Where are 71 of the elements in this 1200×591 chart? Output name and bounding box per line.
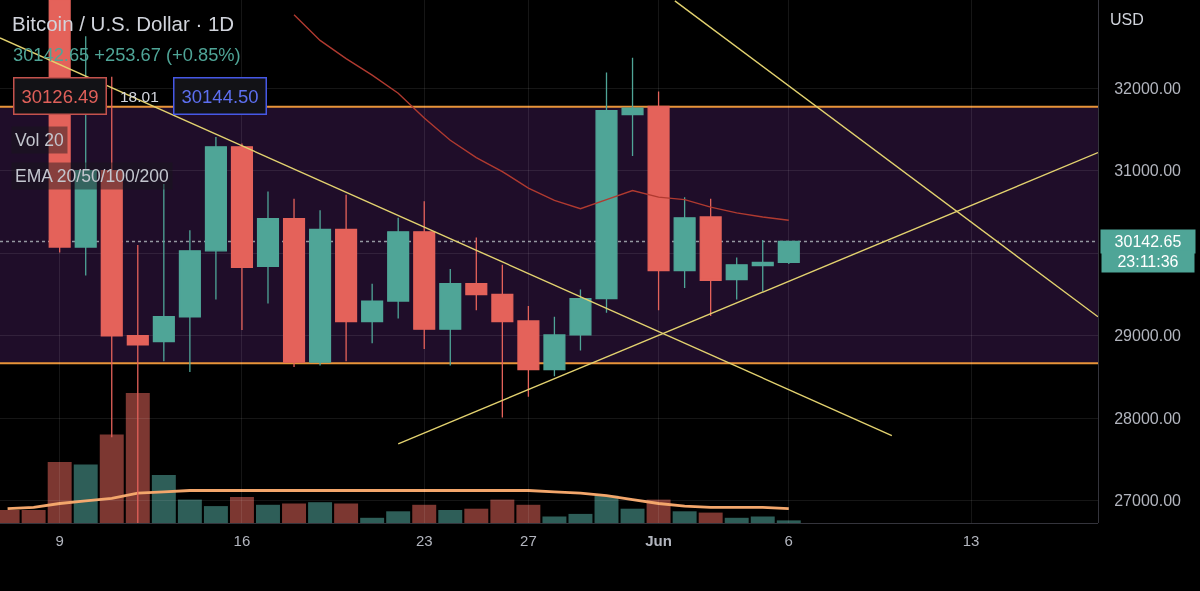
candlestick: [465, 236, 488, 311]
bar: [73, 464, 98, 523]
candlestick: [126, 244, 149, 523]
candlestick: [777, 240, 800, 265]
candlestick: [256, 190, 280, 305]
candlestick: [725, 256, 748, 301]
candlestick: [751, 239, 774, 292]
bar: [99, 434, 124, 523]
line-series: [293, 14, 790, 221]
candlestick: [152, 183, 175, 362]
bar: [203, 506, 228, 523]
bar: [256, 504, 280, 523]
candlestick: [413, 200, 436, 350]
bar: [672, 511, 697, 523]
candlestick: [439, 268, 462, 367]
y-tick-label: 28000.00: [1114, 409, 1182, 427]
x-tick-label: 13: [962, 532, 980, 549]
bar: [438, 510, 463, 523]
bar: [177, 499, 202, 523]
text: USD: [1110, 11, 1144, 28]
candlestick: [621, 57, 644, 157]
bar: [360, 517, 385, 523]
ref-line-label: 30142.65: [1114, 233, 1182, 250]
bar: [308, 502, 333, 523]
candlestick: [491, 264, 514, 419]
bar: [464, 508, 489, 523]
bar: [594, 495, 619, 523]
candlestick: [361, 283, 384, 344]
candlestick: [282, 198, 306, 368]
bar: [47, 461, 72, 523]
bar: [776, 520, 801, 523]
x-tick-label: 16: [233, 532, 251, 549]
candlestick: [309, 209, 332, 367]
bar: [229, 497, 254, 523]
bar: [516, 504, 541, 523]
x-tick-label: 27: [520, 532, 537, 549]
text: 23:11:36: [1117, 253, 1179, 270]
bar: [750, 516, 775, 523]
bar: [386, 511, 411, 523]
bar: [282, 503, 307, 523]
candlestick: [569, 288, 592, 352]
y-tick-label: 27000.00: [1114, 492, 1182, 510]
bar: [334, 503, 359, 523]
x-tick-label: Jun: [645, 532, 672, 549]
bar: [542, 516, 567, 523]
candlestick: [178, 229, 201, 373]
y-tick-label: 32000.00: [1114, 79, 1182, 97]
bar: [724, 517, 749, 523]
x-tick-label: 9: [55, 532, 64, 549]
bar: [151, 474, 176, 523]
candlestick: [204, 136, 227, 301]
annotation: 30144.50: [181, 85, 259, 107]
annotation: 30126.49: [21, 85, 99, 107]
candlestick: [595, 71, 618, 314]
bar: [490, 499, 515, 523]
candlestick: [517, 305, 540, 398]
candlestick: [543, 316, 566, 377]
bar: [698, 512, 723, 523]
candlestick: [673, 196, 696, 289]
bar: [620, 508, 645, 523]
candlestick: [387, 217, 410, 320]
bar: [125, 393, 150, 523]
candlestick: [335, 194, 358, 362]
x-tick-label: 6: [784, 532, 793, 549]
bar: [412, 504, 437, 523]
y-tick-label: 31000.00: [1114, 162, 1182, 180]
bar: [568, 513, 593, 523]
candlestick: [230, 142, 254, 331]
y-tick-label: 29000.00: [1114, 327, 1182, 345]
candlestick: [699, 198, 722, 317]
x-tick-label: 23: [415, 532, 433, 549]
